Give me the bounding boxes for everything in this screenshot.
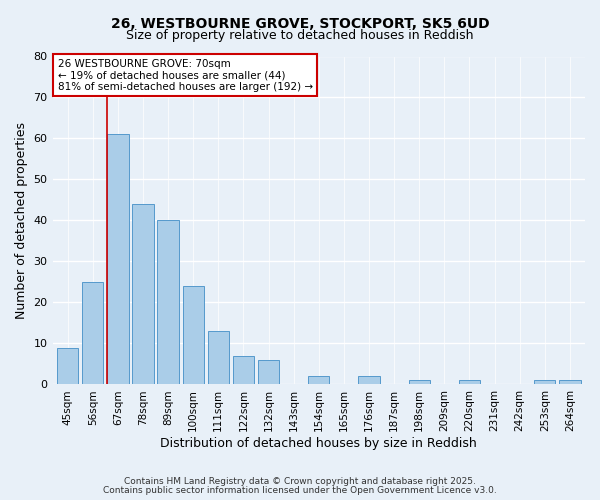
Bar [182,286,204,384]
Bar [358,376,380,384]
Bar [258,360,279,384]
Bar [409,380,430,384]
Bar [559,380,581,384]
Bar [82,282,103,384]
Bar [308,376,329,384]
Bar [459,380,480,384]
Text: Contains public sector information licensed under the Open Government Licence v3: Contains public sector information licen… [103,486,497,495]
Text: 26, WESTBOURNE GROVE, STOCKPORT, SK5 6UD: 26, WESTBOURNE GROVE, STOCKPORT, SK5 6UD [110,18,490,32]
Bar [57,348,78,385]
Bar [132,204,154,384]
Text: 26 WESTBOURNE GROVE: 70sqm
← 19% of detached houses are smaller (44)
81% of semi: 26 WESTBOURNE GROVE: 70sqm ← 19% of deta… [58,58,313,92]
Bar [157,220,179,384]
Bar [534,380,556,384]
Bar [208,331,229,384]
X-axis label: Distribution of detached houses by size in Reddish: Distribution of detached houses by size … [160,437,477,450]
Bar [233,356,254,384]
Text: Contains HM Land Registry data © Crown copyright and database right 2025.: Contains HM Land Registry data © Crown c… [124,478,476,486]
Bar [107,134,128,384]
Text: Size of property relative to detached houses in Reddish: Size of property relative to detached ho… [126,29,474,42]
Y-axis label: Number of detached properties: Number of detached properties [15,122,28,319]
